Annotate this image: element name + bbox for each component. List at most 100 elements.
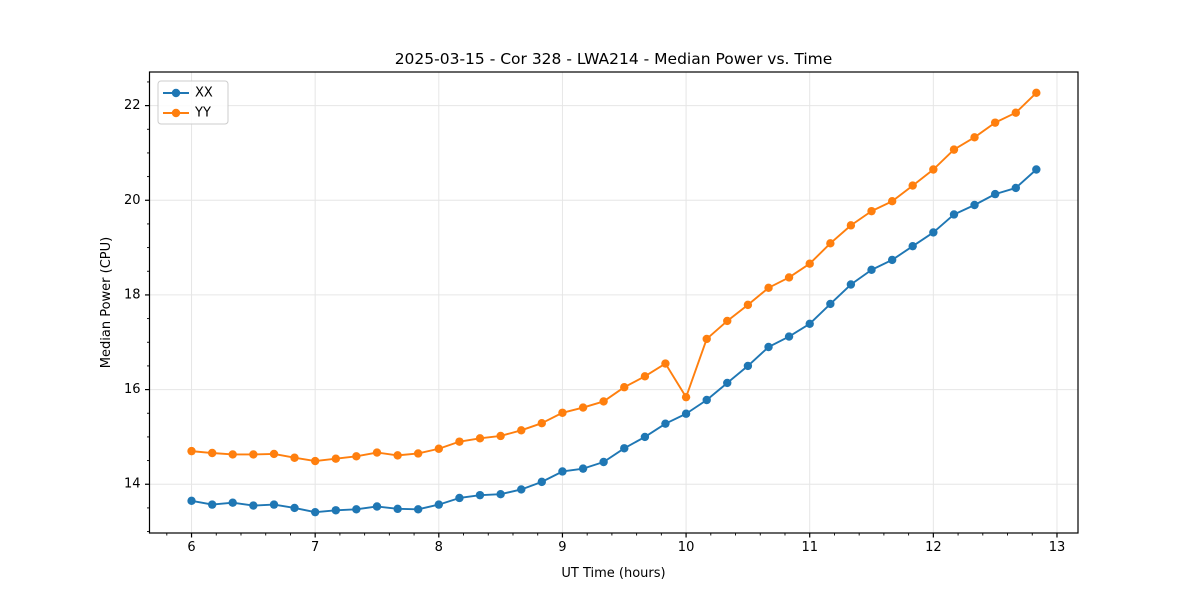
data-point-xx	[846, 280, 856, 289]
y-tick-label: 18	[124, 287, 141, 302]
series-line-yy	[191, 92, 1037, 463]
data-point-yy	[723, 316, 732, 326]
data-point-xx	[599, 457, 608, 467]
data-point-xx	[393, 504, 402, 514]
data-point-yy	[249, 450, 258, 459]
data-point-xx	[826, 299, 835, 309]
data-point-xx	[784, 332, 794, 341]
data-point-yy	[434, 444, 444, 453]
data-point-yy	[640, 372, 650, 381]
data-point-yy	[537, 418, 546, 428]
data-point-xx	[681, 409, 691, 418]
data-point-xx	[434, 500, 444, 509]
legend: XX YY	[157, 80, 229, 125]
data-point-xx	[764, 342, 773, 352]
series	[187, 88, 1041, 517]
data-point-yy	[805, 259, 814, 268]
data-point-yy	[929, 165, 938, 174]
data-point-yy	[1032, 88, 1041, 98]
data-point-xx	[372, 502, 382, 511]
data-point-yy	[949, 145, 959, 154]
data-point-xx	[228, 498, 237, 507]
data-point-xx	[578, 464, 588, 473]
data-point-yy	[661, 359, 670, 368]
plot-spines	[148, 71, 1079, 534]
data-point-yy	[908, 181, 917, 190]
data-point-yy	[887, 197, 897, 206]
legend-label-yy: YY	[194, 106, 211, 121]
x-tick-label: 13	[1049, 540, 1066, 555]
data-point-yy	[846, 221, 856, 230]
x-tick-label: 7	[311, 540, 319, 555]
y-tick-label: 14	[124, 477, 141, 492]
x-tick-label: 9	[558, 540, 566, 555]
chart-title: 2025-03-15 - Cor 328 - LWA214 - Median P…	[395, 50, 833, 68]
grid	[149, 72, 1078, 533]
data-point-xx	[908, 241, 917, 251]
data-point-yy	[413, 449, 423, 458]
data-point-yy	[970, 133, 979, 142]
data-point-xx	[949, 210, 959, 219]
data-point-xx	[455, 493, 464, 503]
data-point-yy	[826, 239, 835, 248]
data-point-xx	[990, 189, 1000, 199]
data-point-yy	[558, 408, 567, 417]
legend-label-xx: XX	[195, 86, 213, 101]
y-tick-label: 16	[124, 382, 141, 397]
data-point-xx	[661, 419, 670, 428]
data-point-xx	[743, 361, 753, 371]
data-point-yy	[310, 456, 320, 466]
data-point-xx	[1032, 165, 1041, 174]
data-point-xx	[970, 200, 979, 210]
data-point-yy	[517, 426, 526, 435]
data-point-xx	[702, 395, 711, 405]
x-tick-label: 11	[801, 540, 818, 555]
data-point-xx	[496, 489, 505, 499]
data-point-xx	[517, 485, 526, 494]
data-point-xx	[475, 490, 485, 500]
data-point-xx	[413, 505, 423, 514]
legend-marker-yy	[171, 108, 181, 118]
data-point-xx	[537, 477, 546, 487]
legend-frame	[157, 80, 229, 125]
y-tick-label: 20	[124, 193, 141, 208]
axes: 6 7 8 9 10 11 12 13 14 16 18 20 22	[124, 71, 1079, 555]
data-point-xx	[620, 444, 629, 453]
x-axis-label: UT Time (hours)	[561, 566, 665, 581]
data-point-yy	[702, 334, 711, 344]
x-tick-label: 8	[435, 540, 443, 555]
data-point-yy	[207, 448, 217, 458]
data-point-yy	[1011, 108, 1021, 117]
data-point-yy	[990, 118, 1000, 127]
x-tick-label: 12	[925, 540, 942, 555]
data-point-xx	[187, 496, 196, 506]
data-point-yy	[764, 283, 773, 293]
y-tick-label: 22	[124, 98, 141, 113]
data-point-yy	[784, 273, 794, 282]
data-point-yy	[331, 454, 341, 463]
x-tick-label: 6	[187, 540, 195, 555]
data-point-xx	[1011, 183, 1021, 193]
data-point-yy	[743, 300, 753, 310]
data-point-xx	[269, 500, 279, 509]
data-point-xx	[558, 467, 567, 476]
data-point-yy	[372, 448, 382, 457]
data-point-xx	[249, 501, 258, 510]
data-point-xx	[331, 506, 341, 515]
data-point-xx	[723, 378, 732, 388]
data-point-xx	[887, 255, 897, 265]
data-point-yy	[496, 431, 505, 441]
data-point-yy	[681, 392, 691, 402]
data-point-yy	[599, 397, 608, 406]
y-axis-label: Median Power (CPU)	[99, 237, 114, 368]
data-point-yy	[290, 453, 299, 462]
data-point-yy	[187, 446, 196, 456]
legend-marker-xx	[171, 88, 181, 98]
data-point-yy	[455, 437, 464, 446]
data-point-yy	[352, 452, 361, 461]
data-point-yy	[578, 403, 588, 412]
data-point-yy	[620, 383, 629, 392]
data-point-xx	[805, 319, 814, 328]
